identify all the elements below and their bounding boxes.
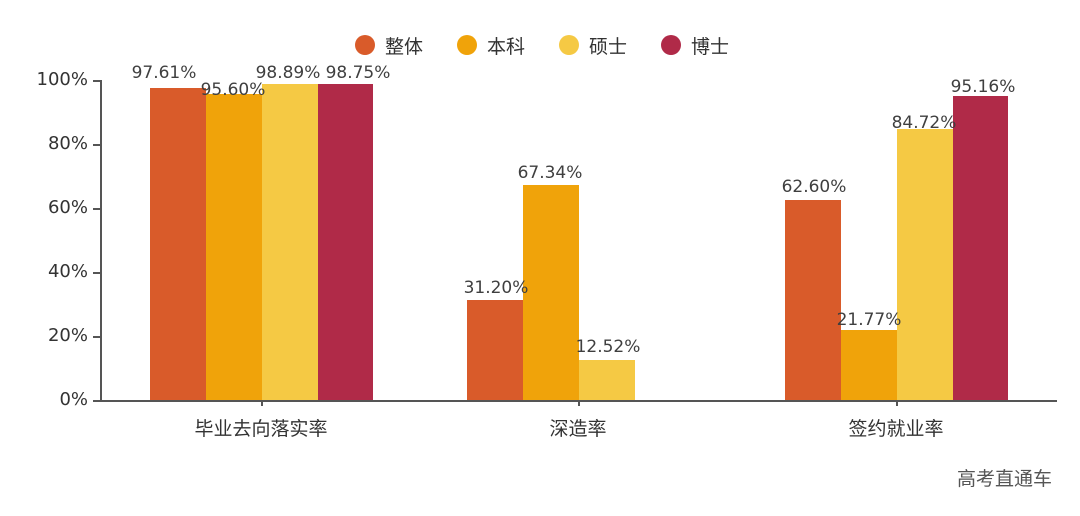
y-tick — [93, 80, 100, 82]
legend-dot-icon — [661, 35, 682, 55]
bar-value-label: 84.72% — [891, 113, 957, 133]
x-tick — [578, 400, 580, 406]
bar-doctor-employment — [953, 95, 1008, 400]
x-tick-label: 深造率 — [549, 418, 607, 440]
bar-value-label: 12.52% — [575, 337, 641, 357]
x-tick — [896, 400, 898, 406]
x-tick-label: 签约就业率 — [848, 418, 944, 440]
bar-value-label: 62.60% — [781, 177, 847, 197]
bar-undergrad-employment — [841, 330, 897, 400]
bar-undergrad-further-study — [523, 184, 579, 400]
bar-overall-graduation — [150, 87, 206, 400]
y-tick — [93, 400, 100, 402]
bar-master-further-study — [579, 360, 635, 400]
y-tick-label: 20% — [47, 325, 88, 346]
legend-item-undergrad: 本科 — [457, 32, 525, 59]
legend-label: 整体 — [385, 35, 424, 58]
bar-master-graduation — [262, 83, 318, 400]
bar-value-label: 98.89% — [255, 63, 321, 83]
bar-doctor-graduation — [318, 84, 373, 400]
watermark: 高考直通车 — [956, 468, 1052, 490]
bar-value-label: 98.75% — [325, 63, 391, 83]
bar-overall-further-study — [467, 300, 523, 400]
y-tick — [93, 336, 100, 338]
bar-undergrad-graduation — [206, 94, 262, 400]
bar-value-label: 97.61% — [131, 63, 197, 83]
y-tick — [93, 208, 100, 210]
legend-label: 本科 — [487, 35, 526, 58]
bar-value-label: 95.60% — [200, 80, 266, 100]
y-tick-label: 0% — [59, 389, 88, 410]
y-tick-label: 100% — [36, 69, 88, 90]
legend-label: 博士 — [691, 35, 730, 58]
legend-dot-icon — [457, 35, 478, 55]
y-tick-label: 40% — [47, 261, 88, 282]
bar-master-employment — [897, 128, 953, 400]
y-tick — [93, 272, 100, 274]
bar-value-label: 67.34% — [517, 163, 583, 183]
x-tick — [261, 400, 263, 406]
y-tick-label: 80% — [47, 133, 88, 154]
bar-overall-employment — [785, 199, 841, 400]
bar-value-label: 95.16% — [950, 77, 1016, 97]
legend-label: 硕士 — [589, 35, 628, 58]
bar-value-label: 21.77% — [836, 310, 902, 330]
legend-dot-icon — [355, 35, 375, 55]
chart-legend: 整体 本科 硕士 博士 — [355, 30, 763, 60]
legend-dot-icon — [559, 35, 580, 55]
x-tick-label: 毕业去向落实率 — [194, 418, 328, 440]
legend-item-master: 硕士 — [559, 32, 627, 59]
legend-item-overall: 整体 — [355, 32, 423, 59]
legend-item-doctor: 博士 — [661, 32, 729, 59]
bar-value-label: 31.20% — [463, 278, 529, 298]
y-tick-label: 60% — [47, 197, 88, 218]
y-tick — [93, 144, 100, 146]
y-axis — [100, 80, 102, 401]
